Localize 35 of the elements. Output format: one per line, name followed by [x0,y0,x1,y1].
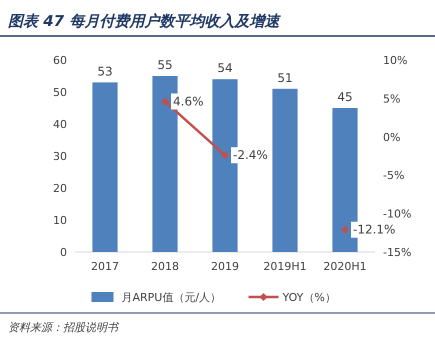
point [161,97,169,106]
legend-label: YOY（%） [282,291,336,304]
y-tick-label: 50 [53,86,67,99]
point [221,151,229,160]
y-tick-label: 10 [53,214,67,227]
data-label: 45 [337,90,353,104]
y-tick-label: 0 [60,246,67,259]
bar [272,88,298,252]
x-tick-label: 2017 [91,260,119,273]
y2-tick-label: -5% [383,169,404,182]
legend-label: 月ARPU值（元/人） [122,291,222,304]
y2-tick-label: 10% [383,54,408,67]
y-tick-label: 40 [53,118,67,131]
y2-tick-label: 5% [383,92,400,106]
bar [92,82,118,252]
y-tick-label: 60 [53,54,67,67]
data-label: 4.6% [173,94,204,108]
text: 资料来源：招股说明书 [8,321,120,334]
y2-tick-label: 0% [383,130,400,144]
y-tick-label: 20 [53,182,67,195]
y-tick-label: 30 [53,150,67,163]
chart-title: 图表 47 每月付费用户数平均收入及增速 [8,12,282,30]
data-label: 55 [157,58,173,72]
point [341,226,349,234]
data-label: 53 [97,64,113,78]
x-tick-label: 2019H1 [263,260,307,273]
x-tick-label: 2020H1 [323,260,367,273]
data-label: -2.4% [233,148,268,162]
y2-tick-label: -15% [383,246,412,259]
x-tick-label: 2018 [151,260,179,273]
data-label: -12.1% [353,222,396,237]
data-label: 51 [277,70,293,85]
data-label: 54 [217,61,233,76]
x-tick-label: 2019 [211,260,239,273]
y2-tick-label: -10% [383,208,412,221]
